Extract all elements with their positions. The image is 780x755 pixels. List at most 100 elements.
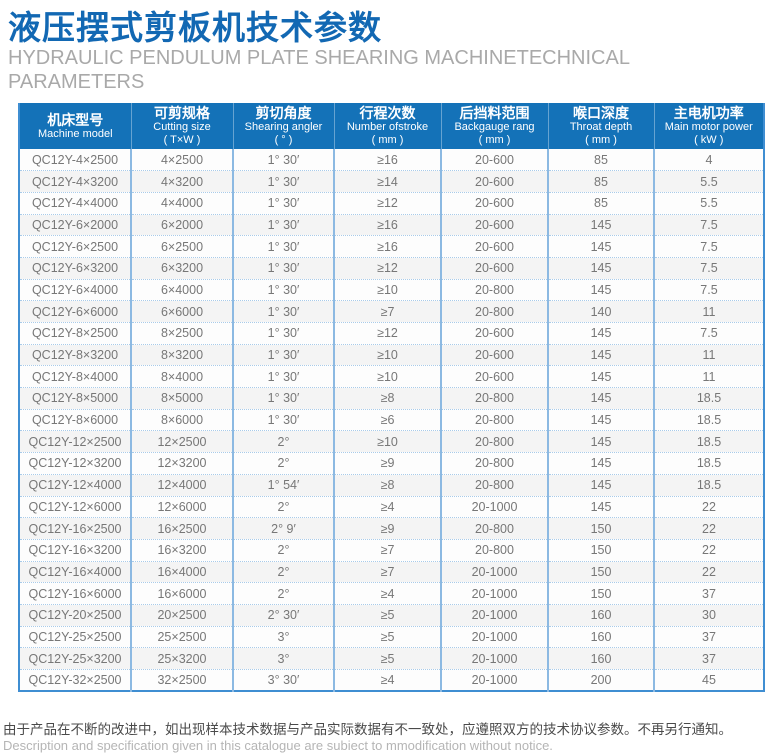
spec-table: 机床型号 Machine model 可剪规格 Cutting size( T×W )…	[18, 103, 765, 693]
cell-value: 20-800	[441, 538, 549, 562]
table-row: QC12Y-25×3200 25×3200 3° ≥5 20-1000 160 37	[19, 647, 764, 670]
cell-value: 1° 30′	[233, 235, 335, 258]
column-header-1: 机床型号 Machine model	[19, 103, 132, 149]
cell-value: 145	[548, 256, 655, 280]
cell-model: QC12Y-4×4000	[19, 191, 132, 215]
column-header-5: 后挡料范围 Backgauge rang( mm )	[441, 103, 549, 149]
cell-value: 150	[548, 517, 655, 540]
cell-model: QC12Y-6×2500	[19, 235, 132, 258]
column-header-7-unit: ( kW )	[694, 134, 724, 146]
table-row: QC12Y-6×6000 6×6000 1° 30′ ≥7 20-800 140 11	[19, 300, 764, 323]
cell-value: ≥12	[334, 256, 442, 280]
cell-value: 2°	[233, 452, 335, 475]
cell-value: 4×4000	[131, 191, 234, 215]
cell-value: ≥4	[334, 669, 442, 692]
cell-value: ≥10	[334, 278, 442, 301]
cell-value: 145	[548, 430, 655, 453]
cell-value: ≥7	[334, 560, 442, 583]
column-header-3-en: Shearing angler	[244, 121, 323, 133]
cell-model: QC12Y-8×5000	[19, 387, 132, 410]
cell-value: 20-800	[441, 408, 549, 431]
cell-value: 160	[548, 603, 655, 627]
table-row: QC12Y-12×6000 12×6000 2° ≥4 20-1000 145 22	[19, 495, 764, 518]
cell-value: 7.5	[654, 256, 764, 280]
cell-value: 18.5	[654, 430, 764, 453]
column-header-3-unit: ( ° )	[274, 134, 293, 146]
column-header-5-cn: 后挡料范围	[459, 105, 530, 121]
cell-value: 1° 54′	[233, 473, 335, 496]
cell-value: 150	[548, 538, 655, 562]
cell-value: ≥16	[334, 149, 442, 171]
table-row: QC12Y-8×5000 8×5000 1° 30′ ≥8 20-800 145 18.5	[19, 387, 764, 410]
cell-value: 20-1000	[441, 495, 549, 518]
cell-value: 18.5	[654, 452, 764, 475]
cell-model: QC12Y-16×6000	[19, 582, 132, 605]
cell-value: 20-600	[441, 343, 549, 366]
cell-value: 25×2500	[131, 625, 234, 648]
cell-model: QC12Y-6×2000	[19, 213, 132, 236]
column-header-4-cn: 行程次数	[359, 105, 416, 121]
column-header-1-en: Machine model	[37, 127, 113, 140]
cell-value: ≥12	[334, 322, 442, 345]
cell-value: 18.5	[654, 473, 764, 496]
cell-value: 18.5	[654, 408, 764, 431]
cell-value: 16×6000	[131, 582, 234, 605]
cell-value: 145	[548, 343, 655, 366]
cell-value: 20-600	[441, 235, 549, 258]
spec-table-body: QC12Y-4×2500 4×2500 1° 30′ ≥16 20-600 85 4 QC12…	[19, 149, 764, 692]
table-row: QC12Y-4×2500 4×2500 1° 30′ ≥16 20-600 85 4	[19, 149, 764, 171]
table-row: QC12Y-32×2500 32×2500 3° 30′ ≥4 20-1000 200 45	[19, 669, 764, 692]
cell-value: 4×3200	[131, 170, 234, 193]
cell-value: 4	[654, 149, 764, 171]
cell-value: 2° 9′	[233, 517, 335, 540]
cell-value: 1° 30′	[233, 408, 335, 431]
column-header-6-unit: ( mm )	[585, 134, 617, 146]
cell-value: 20-600	[441, 322, 549, 345]
cell-value: 200	[548, 669, 655, 692]
page-subtitle-line1: HYDRAULIC PENDULUM PLATE SHEARING MACHIN…	[8, 47, 630, 69]
cell-value: 16×4000	[131, 560, 234, 583]
column-header-6-en: Throat depth	[569, 121, 633, 133]
footer-note: 由于产品在不断的改进中，如出现样本技术数据与产品实际数据有不一致处，应遵照双方的…	[3, 721, 732, 753]
table-row: QC12Y-16×6000 16×6000 2° ≥4 20-1000 150 37	[19, 582, 764, 605]
cell-model: QC12Y-12×3200	[19, 452, 132, 475]
cell-value: 8×3200	[131, 343, 234, 366]
cell-value: 22	[654, 538, 764, 562]
cell-value: 11	[654, 300, 764, 323]
cell-value: 2°	[233, 560, 335, 583]
column-header-4-unit: ( mm )	[371, 134, 404, 146]
table-row: QC12Y-8×6000 8×6000 1° 30′ ≥6 20-800 145 18.5	[19, 408, 764, 431]
column-header-3-cn: 剪切角度	[255, 105, 312, 121]
cell-value: 20-800	[441, 278, 549, 301]
table-row: QC12Y-16×3200 16×3200 2° ≥7 20-800 150 22	[19, 538, 764, 562]
cell-value: 20-800	[441, 517, 549, 540]
cell-value: ≥10	[334, 430, 442, 453]
cell-value: ≥5	[334, 625, 442, 648]
cell-value: 6×2500	[131, 235, 234, 258]
cell-model: QC12Y-20×2500	[19, 603, 132, 627]
cell-value: 2°	[233, 538, 335, 562]
cell-value: 145	[548, 473, 655, 496]
cell-value: 145	[548, 495, 655, 518]
column-header-2: 可剪规格 Cutting size( T×W )	[131, 103, 234, 149]
cell-value: 1° 30′	[233, 149, 335, 171]
table-row: QC12Y-20×2500 20×2500 2° 30′ ≥5 20-1000 160 30	[19, 603, 764, 627]
cell-value: 20-800	[441, 430, 549, 453]
column-header-7-cn: 主电机功率	[673, 105, 744, 121]
cell-value: 145	[548, 387, 655, 410]
cell-value: 16×3200	[131, 538, 234, 562]
cell-model: QC12Y-25×2500	[19, 625, 132, 648]
cell-model: QC12Y-12×6000	[19, 495, 132, 518]
table-row: QC12Y-12×3200 12×3200 2° ≥9 20-800 145 18.5	[19, 452, 764, 475]
cell-value: 145	[548, 408, 655, 431]
column-header-7: 主电机功率 Main motor power( kW )	[654, 103, 764, 149]
cell-model: QC12Y-6×3200	[19, 256, 132, 280]
cell-value: 6×4000	[131, 278, 234, 301]
cell-value: 12×2500	[131, 430, 234, 453]
cell-value: ≥7	[334, 300, 442, 323]
cell-value: ≥8	[334, 387, 442, 410]
cell-model: QC12Y-16×3200	[19, 538, 132, 562]
table-row: QC12Y-8×3200 8×3200 1° 30′ ≥10 20-600 145 11	[19, 343, 764, 366]
cell-value: ≥9	[334, 452, 442, 475]
